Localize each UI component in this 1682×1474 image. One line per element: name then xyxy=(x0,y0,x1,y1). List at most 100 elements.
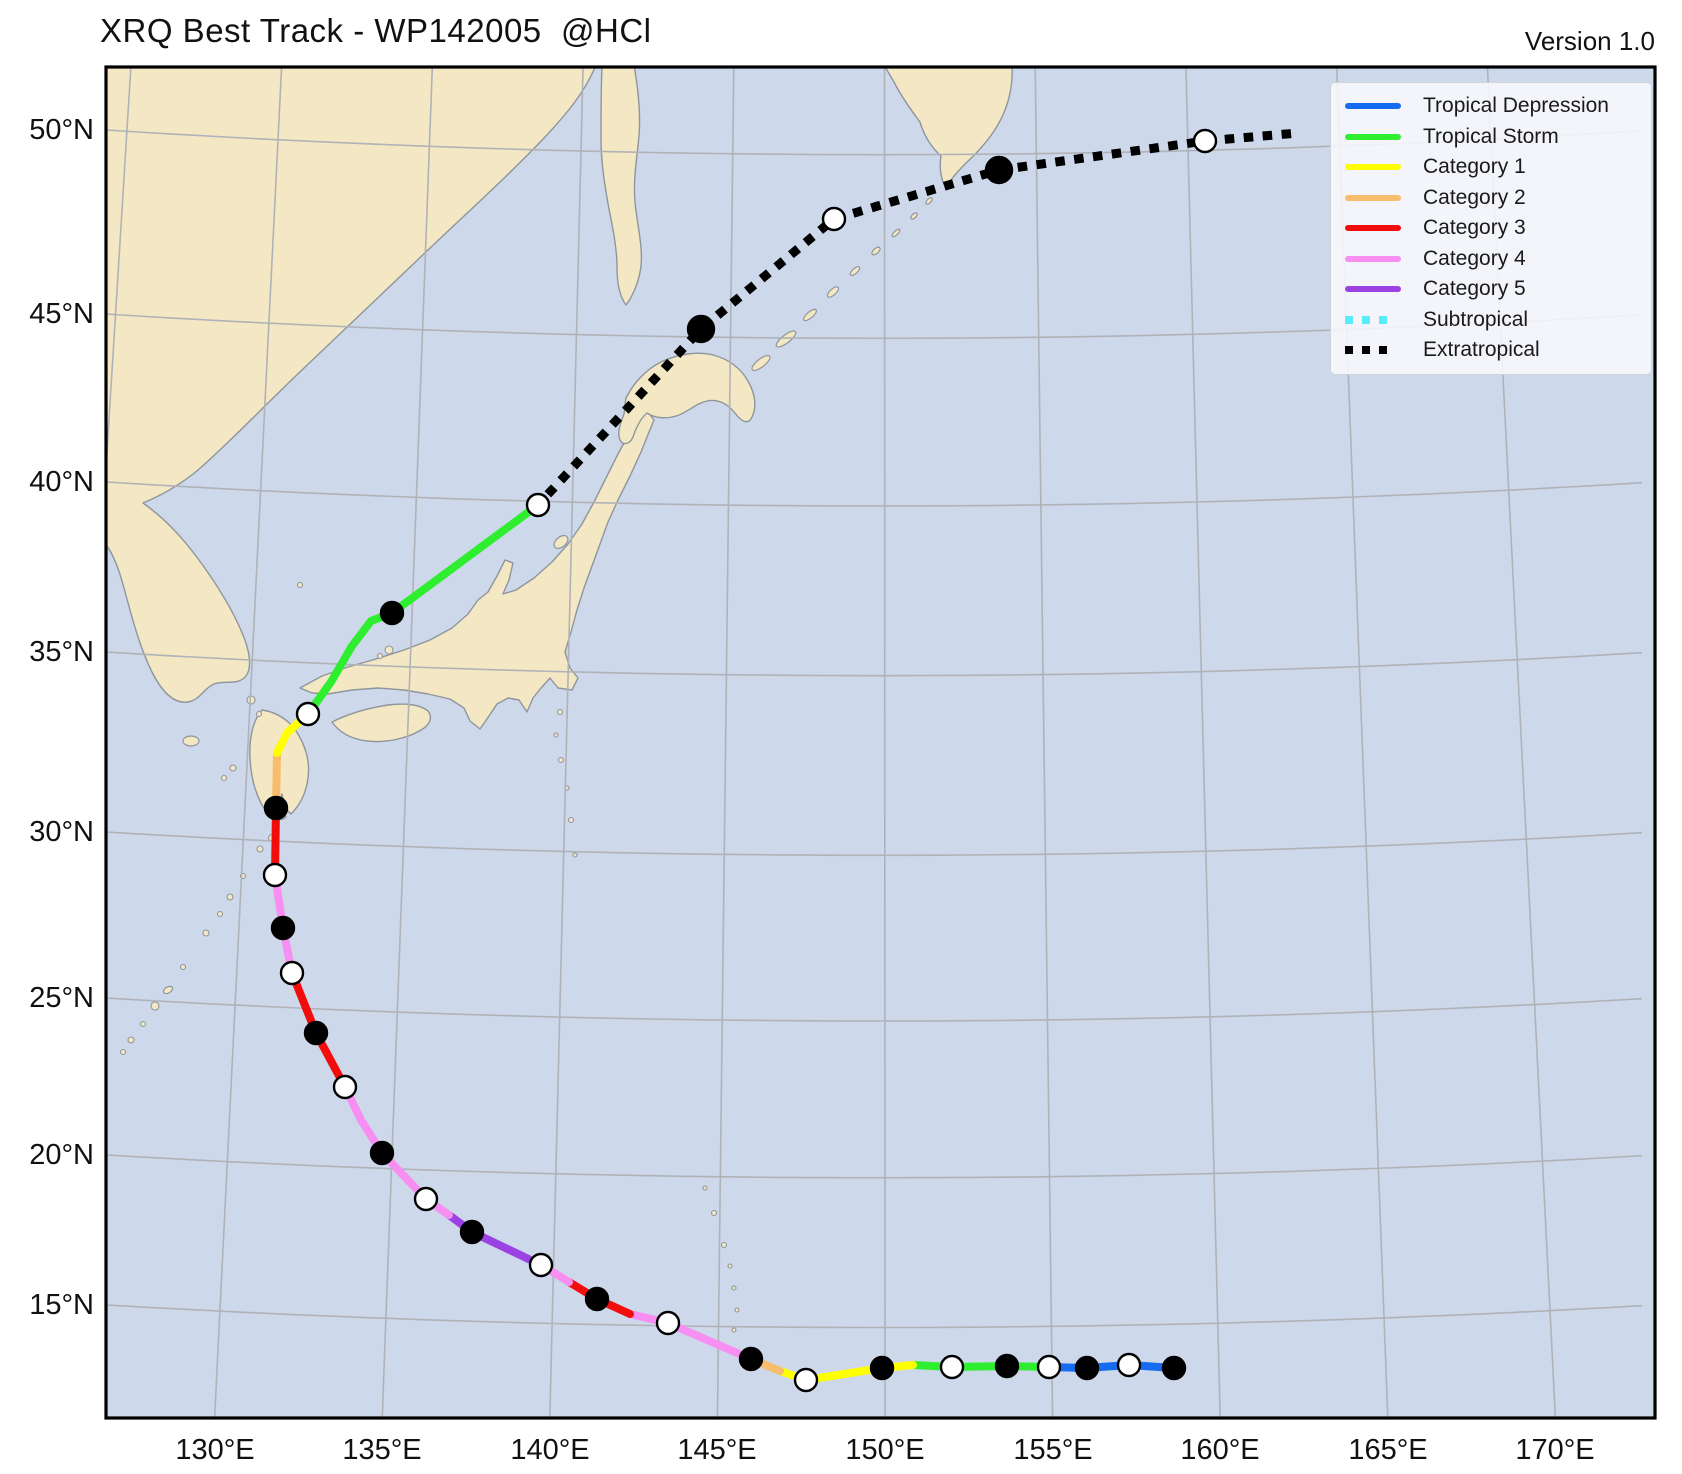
island xyxy=(925,197,933,205)
track-point-white xyxy=(332,1074,358,1100)
island xyxy=(216,910,224,918)
c2-line-swatch xyxy=(1345,194,1401,201)
page-title: XRQ Best Track - WP142005 @HCl xyxy=(100,12,652,49)
legend-label: Tropical Storm xyxy=(1423,124,1559,148)
island xyxy=(775,330,797,348)
island xyxy=(150,1001,160,1011)
lon-tick-label: 155°E xyxy=(1013,1434,1093,1466)
legend-label: Category 2 xyxy=(1423,185,1526,209)
track-point-white xyxy=(1116,1352,1142,1378)
c3-line-swatch xyxy=(1345,225,1401,232)
track-segment-ts xyxy=(909,1361,1053,1371)
meridian-gridline xyxy=(213,67,283,1418)
island xyxy=(127,1036,135,1044)
track-point-white xyxy=(793,1367,819,1393)
lon-tick-label: 145°E xyxy=(677,1434,757,1466)
island xyxy=(229,764,237,772)
legend-label: Tropical Depression xyxy=(1423,94,1609,118)
track-point-white xyxy=(279,960,305,986)
island xyxy=(553,534,569,550)
legend-label: Category 1 xyxy=(1423,155,1526,179)
lat-tick-label: 50°N xyxy=(29,114,94,146)
td-line-swatch xyxy=(1345,103,1401,110)
island xyxy=(162,985,174,995)
lon-tick-label: 130°E xyxy=(175,1434,255,1466)
landmass xyxy=(299,411,655,730)
track-point-black xyxy=(984,155,1014,185)
island xyxy=(119,1048,127,1056)
meridian-gridline xyxy=(381,67,434,1418)
lon-tick-label: 150°E xyxy=(845,1434,925,1466)
lon-tick-label: 160°E xyxy=(1180,1434,1260,1466)
lon-tick-label: 165°E xyxy=(1348,1434,1428,1466)
island xyxy=(720,1241,728,1249)
landmass xyxy=(331,703,432,743)
track-point-white xyxy=(655,1310,681,1336)
island xyxy=(376,652,384,660)
track-point-white xyxy=(413,1186,439,1212)
legend-item-extratropical: Extratropical xyxy=(1339,335,1651,366)
dot xyxy=(1362,346,1370,355)
lat-tick-label: 25°N xyxy=(29,982,94,1014)
legend-label: Extratropical xyxy=(1423,338,1540,362)
island xyxy=(256,845,264,853)
track-segment-ts xyxy=(304,501,542,718)
track-segment-td xyxy=(1045,1361,1178,1372)
lat-tick-label: 30°N xyxy=(29,816,94,848)
lat-tick-label: 40°N xyxy=(29,466,94,498)
lon-tick-label: 170°E xyxy=(1515,1434,1595,1466)
legend-item-c1: Category 1 xyxy=(1339,152,1651,183)
dot xyxy=(1379,346,1387,355)
island xyxy=(182,735,200,747)
marker-layer xyxy=(262,128,1218,1393)
lat-tick-label: 20°N xyxy=(29,1139,94,1171)
legend-swatch-td xyxy=(1339,103,1405,110)
island xyxy=(220,774,228,782)
legend-item-subtropical: Subtropical xyxy=(1339,305,1651,336)
lon-tick-label: 140°E xyxy=(510,1434,590,1466)
track-point-white xyxy=(528,1252,554,1278)
track-point-black xyxy=(369,1140,395,1166)
legend-swatch-c4 xyxy=(1339,255,1405,262)
track-point-black xyxy=(869,1355,895,1381)
track-point-black xyxy=(686,314,716,344)
meridian-gridline xyxy=(716,67,735,1418)
legend-item-c3: Category 3 xyxy=(1339,213,1651,244)
island xyxy=(802,308,818,322)
island xyxy=(384,645,394,655)
ts-line-swatch xyxy=(1345,133,1401,140)
legend-label: Subtropical xyxy=(1423,307,1529,331)
legend-label: Category 5 xyxy=(1423,277,1526,301)
parallel-gridline xyxy=(106,831,1643,857)
legend-swatch-subtropical xyxy=(1339,315,1405,324)
legend-item-ts: Tropical Storm xyxy=(1339,122,1651,153)
legend-label: Category 4 xyxy=(1423,246,1526,270)
island xyxy=(702,1185,708,1191)
legend-item-c2: Category 2 xyxy=(1339,183,1651,214)
track-point-black xyxy=(738,1346,764,1372)
track-point-black xyxy=(584,1286,610,1312)
island xyxy=(202,929,210,937)
track-point-white xyxy=(295,701,321,727)
extratropical-dotted-swatch xyxy=(1345,346,1387,355)
landmass xyxy=(106,67,596,703)
track-point-black xyxy=(994,1353,1020,1379)
island xyxy=(891,228,901,238)
island xyxy=(871,246,881,256)
island xyxy=(572,852,578,858)
island xyxy=(910,212,918,220)
legend: Tropical Depression Tropical Storm Categor… xyxy=(1330,82,1652,375)
meridian-gridline xyxy=(106,67,132,481)
island xyxy=(553,732,559,738)
island xyxy=(556,708,564,716)
track-point-black xyxy=(270,915,296,941)
track-point-white xyxy=(939,1354,965,1380)
island xyxy=(255,710,263,718)
plot-frame xyxy=(104,65,1657,1420)
meridian-gridline xyxy=(549,67,584,1418)
island xyxy=(734,1307,740,1313)
lon-tick-label: 135°E xyxy=(342,1434,422,1466)
track-point-white xyxy=(525,492,551,518)
track-point-black xyxy=(263,795,289,821)
